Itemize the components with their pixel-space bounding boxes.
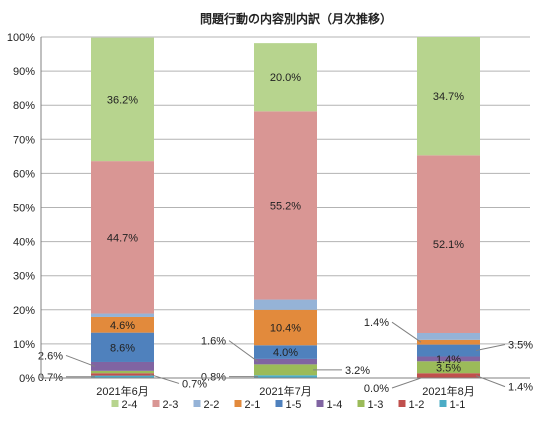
data-labels: 0.7% 0.8%0.0%0.7% 1.4%3.2% 3.5%2.6%1.6%1.4%… (38, 72, 533, 395)
chart-title: 問題行動の内容別内訳（月次推移） (200, 11, 392, 26)
bar-segment-1-4 (254, 358, 317, 365)
bar-segment-2-1 (254, 309, 317, 346)
data-label-2-1: 1.4% (364, 317, 389, 329)
data-label-1-3: 3.2% (345, 365, 370, 377)
data-label-2-3: 44.7% (107, 232, 138, 244)
bar-segment-1-3 (254, 364, 317, 376)
bar-segment-1-5 (91, 332, 154, 362)
bar-segment-1-2 (417, 373, 480, 378)
legend-label-1-5: 1-5 (286, 399, 302, 411)
leader-line (149, 373, 180, 384)
legend-swatch-1-2 (398, 400, 406, 407)
y-tick-label: 10% (13, 339, 35, 351)
bar-segment-2-3 (91, 161, 154, 314)
bar-segment-1-5 (254, 345, 317, 359)
data-label-1-5: 4.0% (273, 347, 298, 359)
leader-line (391, 377, 422, 389)
legend-label-2-1: 2-1 (245, 399, 261, 411)
bar-segment-2-2 (254, 299, 317, 310)
bar-segment-1-5 (417, 344, 480, 357)
data-label-1-5: 3.5% (508, 340, 533, 352)
x-tick-label: 2021年8月 (422, 384, 475, 398)
legend-swatch-2-1 (234, 400, 242, 407)
legend-label-1-4: 1-4 (327, 399, 343, 411)
y-tick-label: 70% (13, 134, 35, 146)
data-label-1-2: 1.4% (508, 382, 533, 394)
legend-swatch-1-4 (316, 400, 324, 407)
data-label-2-1: 10.4% (270, 323, 301, 335)
y-tick-label: 50% (13, 203, 35, 215)
legend-swatch-2-3 (152, 400, 160, 407)
data-label-2-4: 36.2% (107, 94, 138, 106)
legend-label-1-1: 1-1 (450, 399, 466, 411)
legend-swatch-1-5 (275, 400, 283, 407)
data-label-2-3: 52.1% (433, 239, 464, 251)
leader-line (475, 375, 506, 388)
data-label-1-5: 8.6% (110, 342, 135, 354)
data-label-2-4: 20.0% (270, 72, 301, 84)
y-tick-label: 40% (13, 237, 35, 249)
y-tick-label: 80% (13, 100, 35, 112)
leader-line (228, 340, 259, 363)
bar-segment-2-1 (417, 339, 480, 345)
legend-label-2-3: 2-3 (163, 399, 179, 411)
bar-segment-2-1 (91, 316, 154, 333)
data-label-2-3: 55.2% (270, 200, 301, 212)
legend-label-1-3: 1-3 (368, 399, 384, 411)
y-tick-label: 100% (7, 32, 35, 44)
data-label-1-3: 3.5% (436, 362, 461, 374)
legend-swatch-1-1 (439, 400, 447, 407)
data-label-1-4: 1.6% (201, 336, 226, 348)
data-label-2-4: 34.7% (433, 91, 464, 103)
bar-segment-2-3 (254, 111, 317, 300)
y-tick-label: 30% (13, 271, 35, 283)
x-tick-label: 2021年6月 (96, 384, 149, 398)
leader-line (391, 321, 422, 343)
bar-segment-1-3 (417, 361, 480, 374)
y-tick-label: 90% (13, 66, 35, 78)
legend-label-2-2: 2-2 (204, 399, 220, 411)
leader-line (65, 354, 96, 367)
leader-lines (65, 321, 506, 389)
legend-label-1-2: 1-2 (409, 399, 425, 411)
bar-segment-1-2 (91, 373, 154, 376)
bar-segment-2-4 (417, 37, 480, 156)
bar-segment-1-3 (91, 370, 154, 374)
legend-swatch-1-3 (357, 400, 365, 407)
bar-segment-2-4 (91, 37, 154, 162)
bar-segment-2-2 (417, 332, 480, 340)
data-label-1-2: 0.7% (182, 378, 207, 390)
bar-segment-2-4 (254, 43, 317, 112)
bar-segment-1-4 (91, 361, 154, 371)
legend: 2-4 2-3 2-2 2-1 1-5 1-4 1-3 1-2 1-1 (111, 399, 466, 411)
axis-layer: 0% 10% 20% 30% 40% 50% 60% 70% 80% 90% 100% 2021年6月… (7, 32, 530, 398)
leader-line (475, 344, 506, 352)
data-label-2-1: 4.6% (110, 320, 135, 332)
bar-segment-2-2 (91, 313, 154, 317)
y-tick-label: 20% (13, 305, 35, 317)
bar-segment-1-1 (254, 375, 317, 378)
x-tick-label: 2021年7月 (259, 384, 312, 398)
legend-swatch-2-2 (193, 400, 201, 407)
data-label-1-4: 1.4% (436, 354, 461, 366)
data-label-1-4: 2.6% (38, 350, 63, 362)
bar-segment-2-3 (417, 155, 480, 333)
bars-layer (91, 37, 480, 378)
bar-segment-1-4 (417, 356, 480, 362)
data-label-1-1: 0.0% (364, 383, 389, 395)
y-tick-label: 0% (19, 373, 35, 385)
legend-swatch-2-4 (111, 400, 119, 407)
y-tick-label: 60% (13, 168, 35, 180)
legend-label-2-4: 2-4 (122, 399, 138, 411)
bar-segment-1-1 (91, 375, 154, 378)
